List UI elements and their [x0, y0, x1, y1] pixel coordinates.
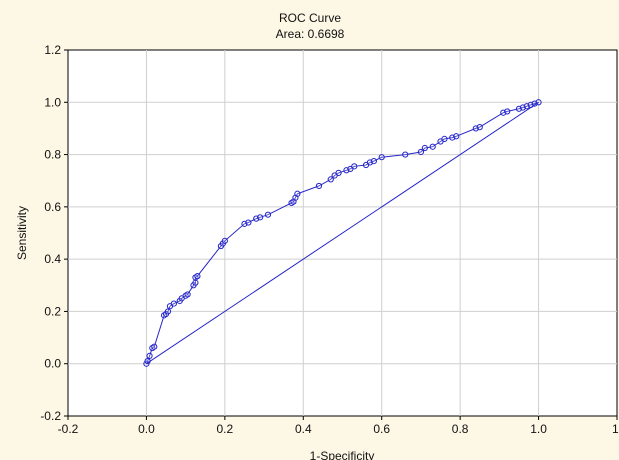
roc-data-point — [194, 273, 201, 280]
roc-data-point — [264, 211, 272, 218]
series-layer — [143, 99, 542, 367]
roc-data-point — [151, 343, 158, 350]
roc-data-point — [294, 190, 301, 197]
x-tick-label: 1. — [612, 422, 619, 436]
roc-data-point — [221, 237, 228, 244]
y-tick-label: 0.4 — [44, 252, 61, 266]
roc-data-point — [504, 108, 511, 115]
y-tick-label: 0.0 — [44, 357, 61, 371]
y-axis-label: Sensitivity — [15, 206, 29, 260]
roc-data-point — [327, 176, 334, 183]
x-tick-label: 0.4 — [295, 422, 312, 436]
roc-data-point — [429, 143, 436, 150]
y-tick-label: 0.6 — [44, 200, 61, 214]
y-tick-label: 1.0 — [44, 95, 61, 109]
x-tick-label: 0.0 — [138, 422, 155, 436]
roc-data-point — [402, 151, 409, 158]
roc-data-point — [184, 291, 191, 298]
roc-data-point — [476, 124, 483, 131]
roc-data-point — [192, 279, 199, 286]
x-tick-label: 0.6 — [373, 422, 390, 436]
y-tick-label: 0.8 — [44, 148, 61, 162]
y-tick-label: -0.2 — [40, 409, 61, 423]
axis-ticks: -0.2 0.0 0.2 0.4 0.6 0.8 1.0 1. -0.2 0.0 0.2 0.4 0.6… — [40, 43, 619, 436]
x-tick-label: 1.0 — [530, 422, 547, 436]
y-tick-label: 0.2 — [44, 304, 61, 318]
roc-data-point — [453, 133, 460, 140]
roc-data-point — [335, 169, 342, 176]
roc-data-point — [245, 219, 252, 226]
chart-title: ROC Curve — [279, 11, 341, 25]
roc-data-point — [441, 135, 448, 142]
roc-curve-line — [145, 101, 539, 364]
x-tick-label: 0.2 — [217, 422, 234, 436]
x-tick-label: -0.2 — [58, 422, 79, 436]
grid-lines — [68, 50, 617, 416]
roc-data-point — [378, 154, 385, 161]
roc-data-point — [315, 182, 323, 190]
chart-subtitle: Area: 0.6698 — [276, 27, 345, 41]
x-axis-label: 1-Specificity — [310, 449, 375, 460]
roc-data-point — [417, 148, 425, 156]
diagonal-reference-line — [146, 101, 539, 365]
roc-data-point — [146, 352, 153, 359]
roc-data-point — [370, 158, 377, 165]
roc-data-point — [164, 308, 172, 315]
roc-data-point — [170, 300, 177, 307]
x-tick-label: 0.8 — [452, 422, 469, 436]
roc-data-point — [257, 214, 264, 221]
roc-data-point — [421, 144, 428, 152]
roc-data-point — [351, 163, 358, 170]
y-tick-label: 1.2 — [44, 43, 61, 57]
